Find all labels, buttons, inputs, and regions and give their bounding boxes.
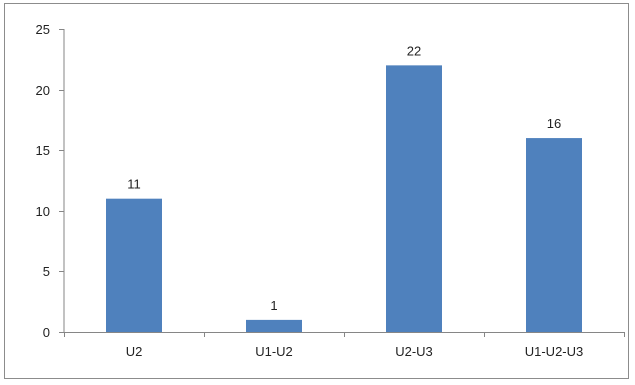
bar-u2-u3 (386, 65, 442, 333)
data-label: 1 (270, 298, 277, 313)
y-axis: 0 5 10 15 20 25 (36, 22, 65, 340)
bars (106, 65, 582, 333)
y-tick-label: 25 (36, 22, 50, 37)
bar-u1-u2 (246, 319, 302, 332)
data-label: 22 (407, 43, 421, 58)
bar-u1-u2-u3 (526, 138, 582, 332)
y-tick-label: 5 (43, 264, 50, 279)
y-tick-label: 20 (36, 83, 50, 98)
data-label: 16 (547, 116, 561, 131)
bar-u2 (106, 198, 162, 332)
x-tick-label: U2 (126, 344, 143, 359)
x-tick-label: U2-U3 (395, 344, 433, 359)
data-label: 11 (127, 177, 141, 192)
y-tick-label: 0 (43, 325, 50, 340)
y-tick-label: 15 (36, 143, 50, 158)
x-axis: U2 U1-U2 U2-U3 U1-U2-U3 (64, 332, 625, 359)
y-tick-label: 10 (36, 204, 50, 219)
x-tick-label: U1-U2-U3 (525, 344, 584, 359)
x-tick-label: U1-U2 (255, 344, 293, 359)
